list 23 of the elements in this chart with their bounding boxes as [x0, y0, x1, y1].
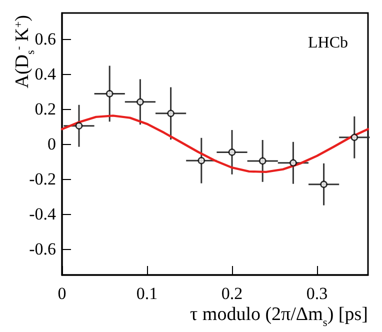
y-tick-label: -0.6 — [29, 239, 56, 258]
annotation: LHCb — [308, 34, 348, 52]
point — [290, 159, 297, 167]
x-tick-label: 0.2 — [221, 284, 243, 303]
y-tick-label: 0.4 — [34, 64, 56, 84]
x-axis-title: τ modulo (2π/Δm$_{s}$) [ps] — [190, 304, 368, 329]
y-tick-label: 0.6 — [34, 30, 56, 49]
x-tick-label: 0.1 — [136, 284, 158, 303]
x-tick-label: 0.3 — [306, 284, 328, 303]
point — [258, 157, 266, 165]
point — [75, 122, 83, 130]
point — [198, 156, 206, 164]
point — [350, 134, 358, 142]
point — [106, 90, 114, 98]
line-series — [60, 114, 370, 174]
y-tick-label: 0 — [48, 134, 56, 154]
y-tick-label: 0.2 — [34, 100, 56, 119]
point — [320, 180, 328, 188]
point — [228, 148, 236, 156]
point — [136, 98, 144, 106]
y-tick-label: -0.2 — [29, 169, 56, 188]
point — [167, 110, 174, 118]
y-tick-label: -0.4 — [29, 204, 56, 224]
